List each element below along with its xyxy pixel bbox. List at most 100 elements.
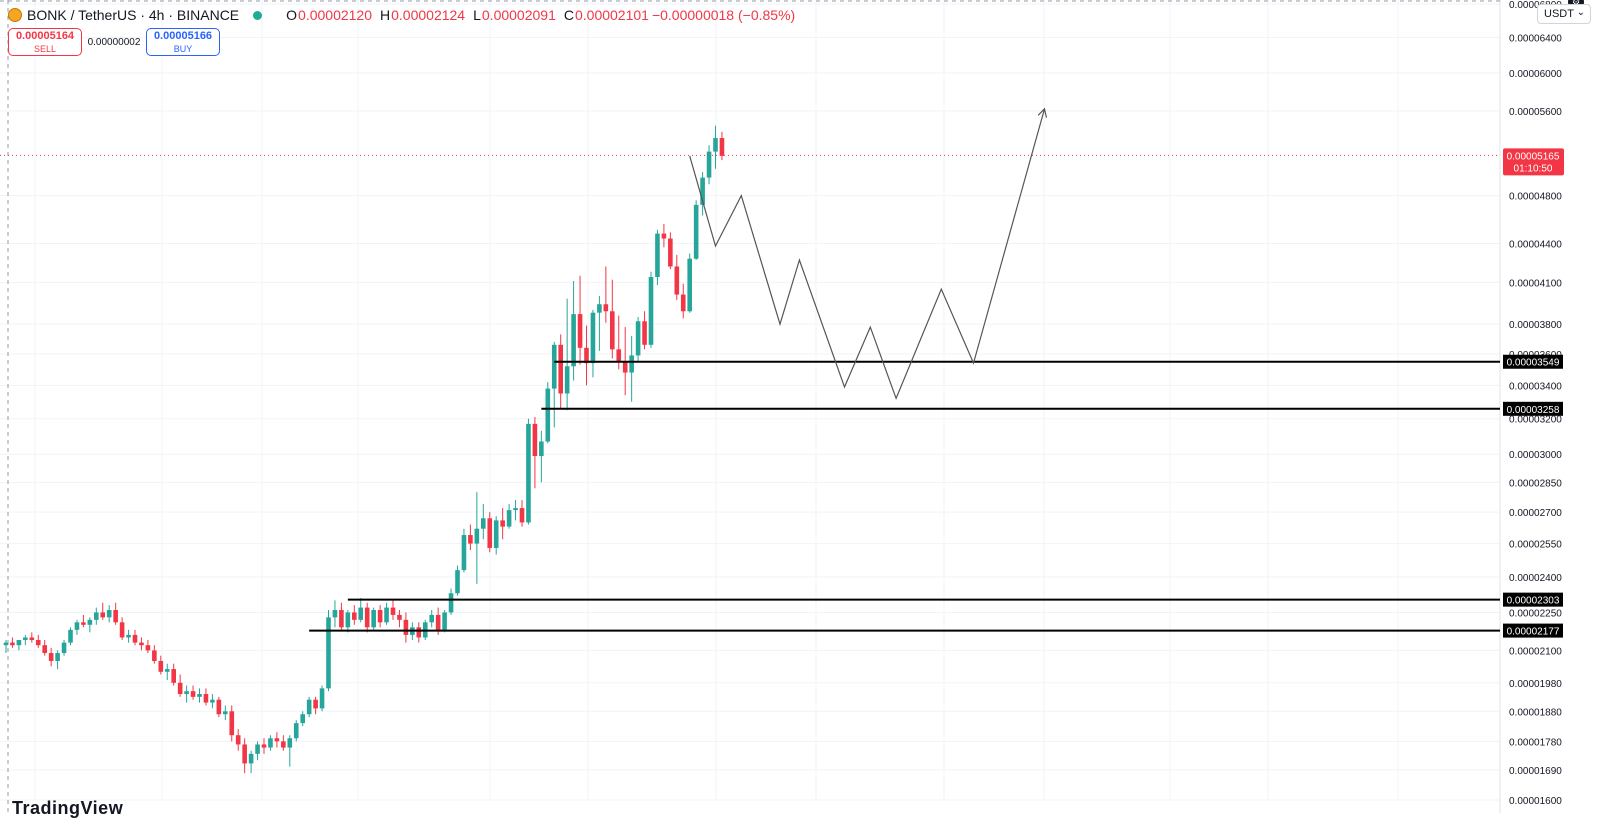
candle-body: [590, 312, 596, 364]
candle-body: [216, 699, 222, 715]
level-price-label: 0.00003549: [1507, 358, 1560, 369]
close-value: 0.00002101: [574, 7, 649, 23]
candle-body: [680, 294, 686, 312]
level-price-tag: [1503, 401, 1563, 416]
candle-body: [210, 699, 215, 703]
candle-body: [674, 266, 680, 295]
candle-body: [577, 314, 583, 348]
candle-body: [10, 642, 15, 646]
bonk-logo-icon: [8, 8, 22, 22]
candle-body: [113, 610, 118, 623]
candle-body: [313, 699, 318, 709]
candle-body: [55, 653, 60, 661]
candle-body: [339, 610, 344, 628]
candle-body: [622, 361, 628, 373]
candle-body: [171, 669, 176, 683]
candle-body: [16, 640, 22, 646]
low-value: 0.00002091: [481, 7, 556, 23]
symbol-title[interactable]: BONK / TetherUS · 4h · BINANCE: [27, 7, 240, 23]
y-tick-label: 0.00005600: [1509, 107, 1562, 118]
candle-body: [126, 634, 131, 638]
candle-body: [526, 423, 531, 523]
candle-body: [242, 744, 247, 764]
candle-body: [3, 642, 9, 646]
candle-body: [635, 321, 641, 356]
candle-body: [603, 304, 609, 312]
currency-select[interactable]: USDT ⌄: [1537, 4, 1591, 24]
sell-button[interactable]: 0.00005164 SELL: [8, 28, 82, 56]
y-tick-label: 0.00002250: [1509, 608, 1562, 619]
candle-body: [455, 570, 460, 594]
candle-body: [145, 645, 151, 651]
y-tick-label: 0.00001780: [1509, 737, 1562, 748]
buy-button[interactable]: 0.00005166 BUY: [146, 28, 220, 56]
candle-body: [397, 614, 402, 620]
y-tick-label: 0.00006000: [1509, 69, 1562, 80]
candle-body: [119, 622, 125, 638]
candle-body: [584, 347, 589, 364]
spread-value: 0.00000002: [87, 36, 141, 48]
candle-body: [106, 610, 112, 618]
candle-body: [42, 645, 47, 654]
candle-body: [358, 607, 364, 620]
candle-body: [693, 204, 699, 259]
candle-body: [371, 610, 376, 628]
candle-body: [152, 650, 157, 661]
candle-body: [719, 138, 725, 156]
open-value: 0.00002120: [298, 7, 372, 23]
candle-body: [403, 619, 409, 635]
candle-body: [648, 277, 654, 345]
close-label: C: [563, 7, 574, 23]
candle-body: [545, 388, 551, 442]
candle-body: [293, 723, 299, 739]
candle-body: [616, 349, 622, 362]
candle-body: [519, 508, 525, 523]
candle-body: [532, 423, 538, 457]
candle-body: [571, 314, 576, 367]
candle-body: [468, 535, 473, 544]
y-tick-label: 0.00001600: [1509, 796, 1562, 807]
symbol-header: BONK / TetherUS · 4h · BINANCE O 0.000021…: [8, 6, 795, 24]
candle-body: [377, 610, 383, 623]
y-tick-label: 0.00003800: [1509, 320, 1562, 331]
current-price-label: 0.00005165: [1507, 151, 1560, 162]
candle-body: [474, 528, 480, 544]
candle-body: [558, 344, 563, 394]
chevron-down-icon: ⌄: [1576, 7, 1585, 18]
level-price-label: 0.00002177: [1507, 627, 1560, 638]
candle-body: [629, 355, 634, 373]
buy-price: 0.00005166: [153, 30, 213, 42]
candle-body: [164, 669, 170, 672]
level-price-tag: [1503, 354, 1563, 369]
level-price-tag: [1503, 592, 1563, 607]
candle-body: [435, 614, 441, 630]
candle-body: [229, 711, 235, 736]
candle-body: [68, 629, 73, 643]
candle-body: [539, 441, 544, 457]
candle-body: [416, 627, 422, 638]
y-tick-label: 0.00004400: [1509, 240, 1562, 251]
candle-body: [81, 622, 86, 625]
y-tick-label: 0.00002400: [1509, 573, 1562, 584]
candle-body: [268, 738, 273, 748]
candle-body: [493, 520, 499, 548]
candle-body: [287, 738, 293, 748]
y-tick-label: 0.00003000: [1509, 450, 1562, 461]
candle-body: [132, 634, 138, 643]
market-status-icon: [253, 10, 263, 20]
candle-body: [384, 607, 389, 623]
tradingview-watermark: TradingView: [12, 798, 124, 818]
y-tick-label: 0.00001880: [1509, 707, 1562, 718]
candle-body: [223, 711, 228, 715]
bar-countdown-label: 01:10:50: [1514, 163, 1553, 174]
candle-body: [668, 238, 673, 267]
candle-body: [203, 694, 209, 703]
candles: [3, 125, 725, 774]
y-tick-label: 0.00006400: [1509, 33, 1562, 44]
projection-path[interactable]: [689, 108, 1046, 401]
candle-body: [190, 691, 196, 697]
candle-body: [700, 177, 705, 205]
buy-label: BUY: [173, 44, 193, 54]
currency-value: USDT: [1544, 8, 1574, 20]
